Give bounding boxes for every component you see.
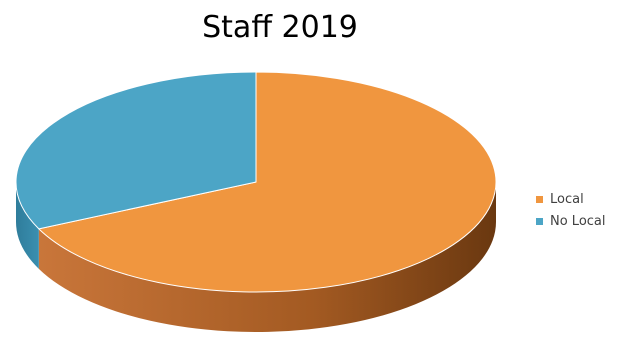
legend-item-local: Local — [536, 188, 606, 210]
legend-label-local: Local — [550, 191, 584, 207]
pie-chart — [15, 71, 497, 333]
legend-swatch-local — [536, 195, 543, 203]
chart-title: Staff 2019 — [202, 10, 358, 45]
pie-side-local — [38, 182, 497, 333]
pie-side-no-local — [16, 182, 39, 269]
pie-slice-local — [37, 71, 497, 293]
legend: Local No Local — [536, 188, 606, 232]
legend-swatch-no-local — [536, 217, 543, 225]
pie-slice-no-local — [15, 71, 257, 230]
legend-item-no-local: No Local — [536, 210, 606, 232]
legend-label-no-local: No Local — [550, 213, 606, 229]
